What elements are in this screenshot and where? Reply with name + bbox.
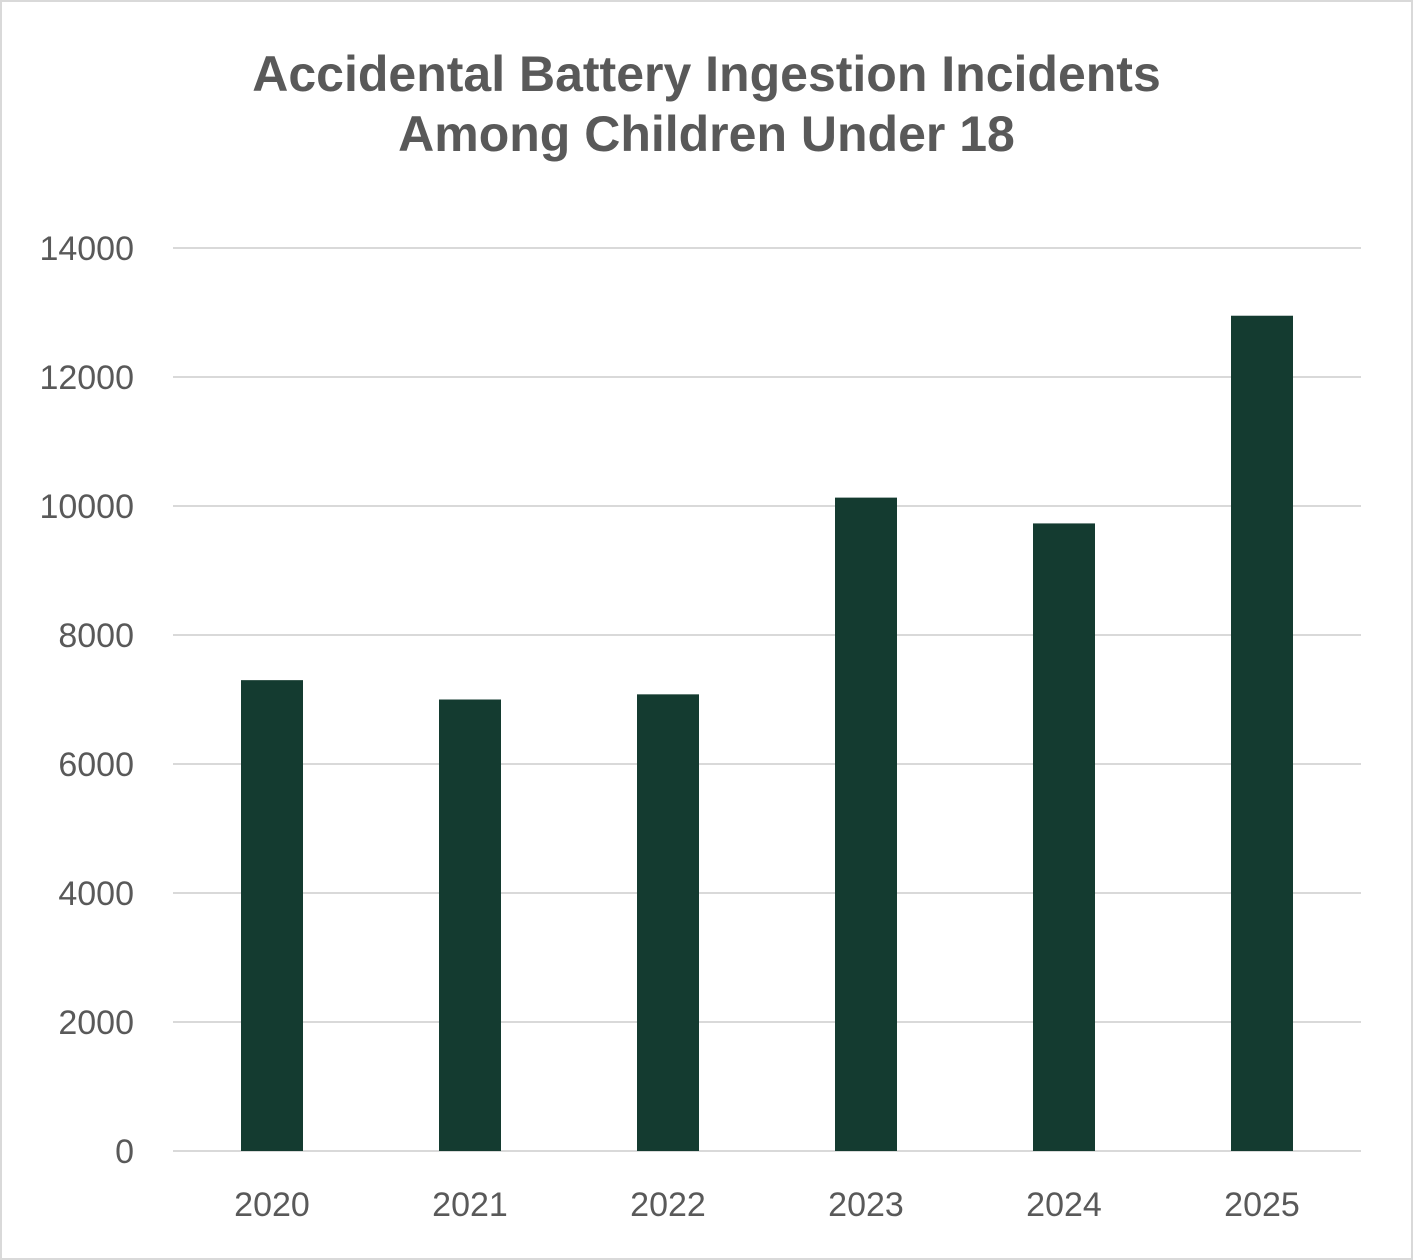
x-axis-tick-labels: 2020 2021 2022 2023 2024 2025 [234,1186,1300,1224]
x-tick-label: 2024 [1026,1186,1102,1224]
x-tick-label: 2025 [1224,1186,1300,1224]
y-tick-label: 4000 [58,875,134,913]
y-tick-label: 10000 [39,488,134,526]
y-tick-label: 12000 [39,359,134,397]
bar-2025 [1231,315,1293,1152]
chart-title-line-2: Among Children Under 18 [398,106,1015,162]
x-tick-label: 2022 [630,1186,706,1224]
y-tick-label: 14000 [39,230,134,268]
bar-2020 [241,680,303,1151]
bar-2022 [637,694,699,1151]
chart-title: Accidental Battery Ingestion Incidents A… [0,44,1413,164]
bar-2023 [835,497,897,1151]
y-axis-tick-labels: 0 2000 4000 6000 8000 10000 12000 14000 [39,230,134,1171]
bars [241,315,1293,1152]
y-tick-label: 6000 [58,746,134,784]
bar-2021 [439,699,501,1151]
x-tick-label: 2020 [234,1186,310,1224]
chart-title-line-1: Accidental Battery Ingestion Incidents [252,46,1161,102]
x-tick-label: 2023 [828,1186,904,1224]
gridlines [173,247,1361,1152]
x-tick-label: 2021 [432,1186,508,1224]
bar-2024 [1033,523,1095,1151]
y-tick-label: 8000 [58,617,134,655]
y-tick-label: 0 [115,1133,134,1171]
y-tick-label: 2000 [58,1004,134,1042]
